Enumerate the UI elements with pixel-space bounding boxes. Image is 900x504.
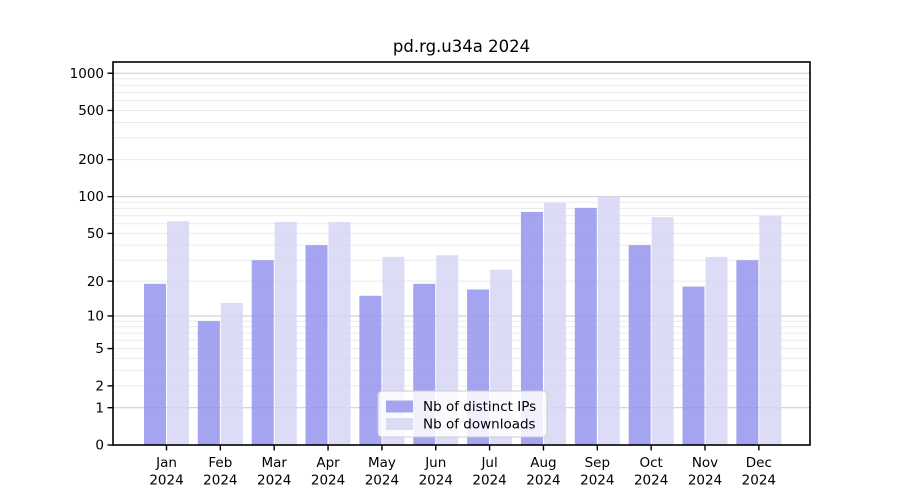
y-tick-label: 10 <box>87 309 104 325</box>
bar-downloads-sep <box>597 196 620 445</box>
bar-downloads-mar <box>274 222 297 445</box>
bar-distinct-ips-feb <box>197 321 220 445</box>
y-tick-label: 2 <box>95 378 104 394</box>
x-tick-label: Sep 2024 <box>580 455 614 489</box>
y-tick-label: 200 <box>78 152 104 168</box>
x-tick-label: Aug 2024 <box>526 455 560 489</box>
x-tick-label: Dec 2024 <box>742 455 776 489</box>
bar-distinct-ips-sep <box>574 207 597 445</box>
legend-swatch-downloads <box>386 418 413 430</box>
bar-downloads-feb <box>220 302 243 445</box>
bar-distinct-ips-nov <box>682 286 705 445</box>
x-tick-label: Jul 2024 <box>472 455 506 489</box>
bar-downloads-jan <box>167 221 189 445</box>
bar-downloads-nov <box>705 256 728 445</box>
x-tick-label: Apr 2024 <box>311 455 345 489</box>
x-tick-label: Feb 2024 <box>203 455 237 489</box>
bar-downloads-dec <box>759 215 782 445</box>
bar-distinct-ips-may <box>359 295 382 445</box>
y-tick-label: 20 <box>87 274 104 290</box>
y-tick-label: 5 <box>95 341 104 357</box>
y-tick-label: 500 <box>78 103 104 119</box>
y-tick-label: 100 <box>78 189 104 205</box>
x-tick-label: Jan 2024 <box>149 455 183 489</box>
x-tick-label: Nov 2024 <box>688 455 722 489</box>
x-axis: Jan 2024 Feb 2024 Mar 2024 Apr 2024 May 2024 Jun 20… <box>149 445 776 489</box>
y-tick-label: 50 <box>87 226 104 242</box>
y-tick-label: 0 <box>95 438 104 454</box>
x-tick-label: May 2024 <box>365 455 399 489</box>
bar-downloads-oct <box>651 217 674 445</box>
legend-label-distinct-ips: Nb of distinct IPs <box>423 399 536 415</box>
plot-border <box>112 61 811 446</box>
x-tick-label: Mar 2024 <box>257 455 291 489</box>
legend-label-downloads: Nb of downloads <box>423 417 536 433</box>
legend-box <box>377 390 548 438</box>
y-tick-label: 1000 <box>70 66 104 82</box>
bar-distinct-ips-aug <box>520 211 543 445</box>
x-tick-label: Jun 2024 <box>419 455 453 489</box>
legend-swatch-distinct-ips <box>386 400 413 413</box>
chart-title: pd.rg.u34a 2024 <box>393 37 530 56</box>
bar-distinct-ips-apr <box>305 245 328 445</box>
x-tick-label: Oct 2024 <box>634 455 668 489</box>
bar-distinct-ips-dec <box>736 260 759 445</box>
y-tick-label: 1 <box>95 400 104 416</box>
bar-downloads-aug <box>543 202 566 445</box>
bar-distinct-ips-oct <box>628 245 651 445</box>
bar-distinct-ips-mar <box>251 260 274 445</box>
bar-distinct-ips-jan <box>144 283 166 445</box>
legend: Nb of distinct IPs Nb of downloads <box>377 390 548 438</box>
bar-downloads-apr <box>328 222 351 445</box>
